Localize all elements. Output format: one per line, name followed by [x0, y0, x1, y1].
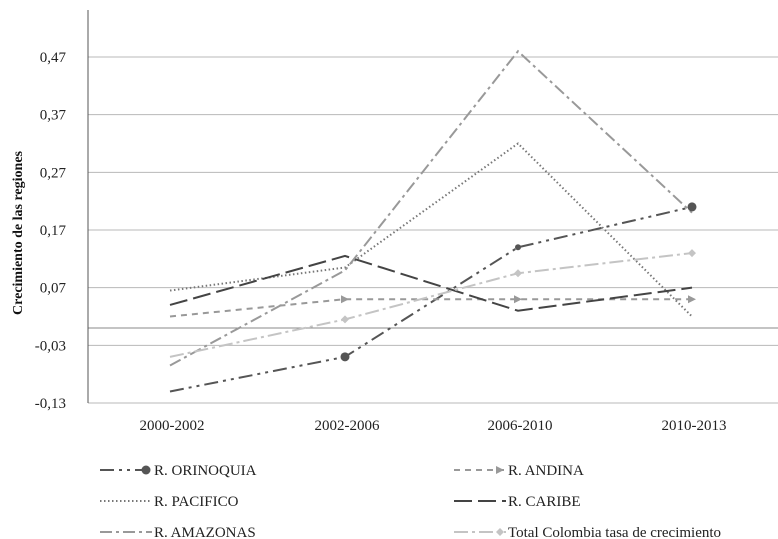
data-point-marker — [687, 202, 697, 212]
data-point-marker — [514, 295, 522, 304]
series-markers — [340, 202, 697, 362]
legend-label: R. AMAZONAS — [154, 525, 256, 539]
series-lines — [169, 49, 693, 393]
legend-label: R. ANDINA — [508, 463, 584, 479]
gridlines — [88, 56, 778, 404]
y-tick-label: 0,07 — [40, 281, 67, 297]
legend-item: Total Colombia tasa de crecimiento — [454, 525, 721, 539]
data-point-marker — [340, 352, 350, 362]
legend-label: R. CARIBE — [508, 494, 581, 510]
legend-label: Total Colombia tasa de crecimiento — [508, 525, 721, 539]
legend-marker — [496, 466, 504, 474]
series-line-3 — [169, 254, 693, 312]
legend-marker — [496, 528, 504, 536]
y-tick-label: -0,13 — [35, 396, 66, 412]
legend-item: R. ORINOQUIA — [100, 463, 257, 479]
x-tick-label: 2006-2010 — [488, 418, 553, 434]
data-point-marker — [341, 315, 349, 324]
series-line-4 — [169, 49, 693, 367]
legend-label: R. ORINOQUIA — [154, 463, 257, 479]
x-tick-label: 2002-2006 — [315, 418, 380, 434]
y-axis-title: Crecimiento de las regiones — [11, 150, 26, 315]
y-tick-label: 0,47 — [40, 50, 67, 66]
series-line-0 — [169, 205, 693, 393]
data-point-marker — [688, 295, 696, 304]
x-tick-label: 2000-2002 — [140, 418, 205, 434]
y-tick-label: 0,27 — [40, 165, 67, 181]
series-line-2 — [169, 142, 693, 318]
data-point-marker — [341, 295, 349, 304]
legend: R. ORINOQUIA R. ANDINA R. PACIFICO R. CARIB… — [100, 463, 721, 539]
legend-item: R. PACIFICO — [100, 494, 239, 510]
x-tick-label: 2010-2013 — [662, 418, 727, 434]
legend-label: R. PACIFICO — [154, 494, 239, 510]
legend-item: R. CARIBE — [454, 494, 581, 510]
data-point-marker — [514, 269, 522, 278]
y-tick-label: 0,17 — [40, 223, 67, 239]
legend-item: R. ANDINA — [454, 463, 584, 479]
data-point-marker — [688, 249, 696, 258]
legend-marker — [141, 465, 151, 475]
data-point-marker — [515, 244, 521, 251]
series-line-5 — [169, 252, 693, 358]
legend-item: R. AMAZONAS — [100, 525, 256, 539]
tick-labels: 0,47 0,37 0,27 0,17 0,07 -0,03 -0,13 2000-2002 2… — [35, 50, 727, 434]
y-tick-label: -0,03 — [35, 338, 66, 354]
axes — [87, 10, 778, 403]
y-tick-label: 0,37 — [40, 108, 67, 124]
